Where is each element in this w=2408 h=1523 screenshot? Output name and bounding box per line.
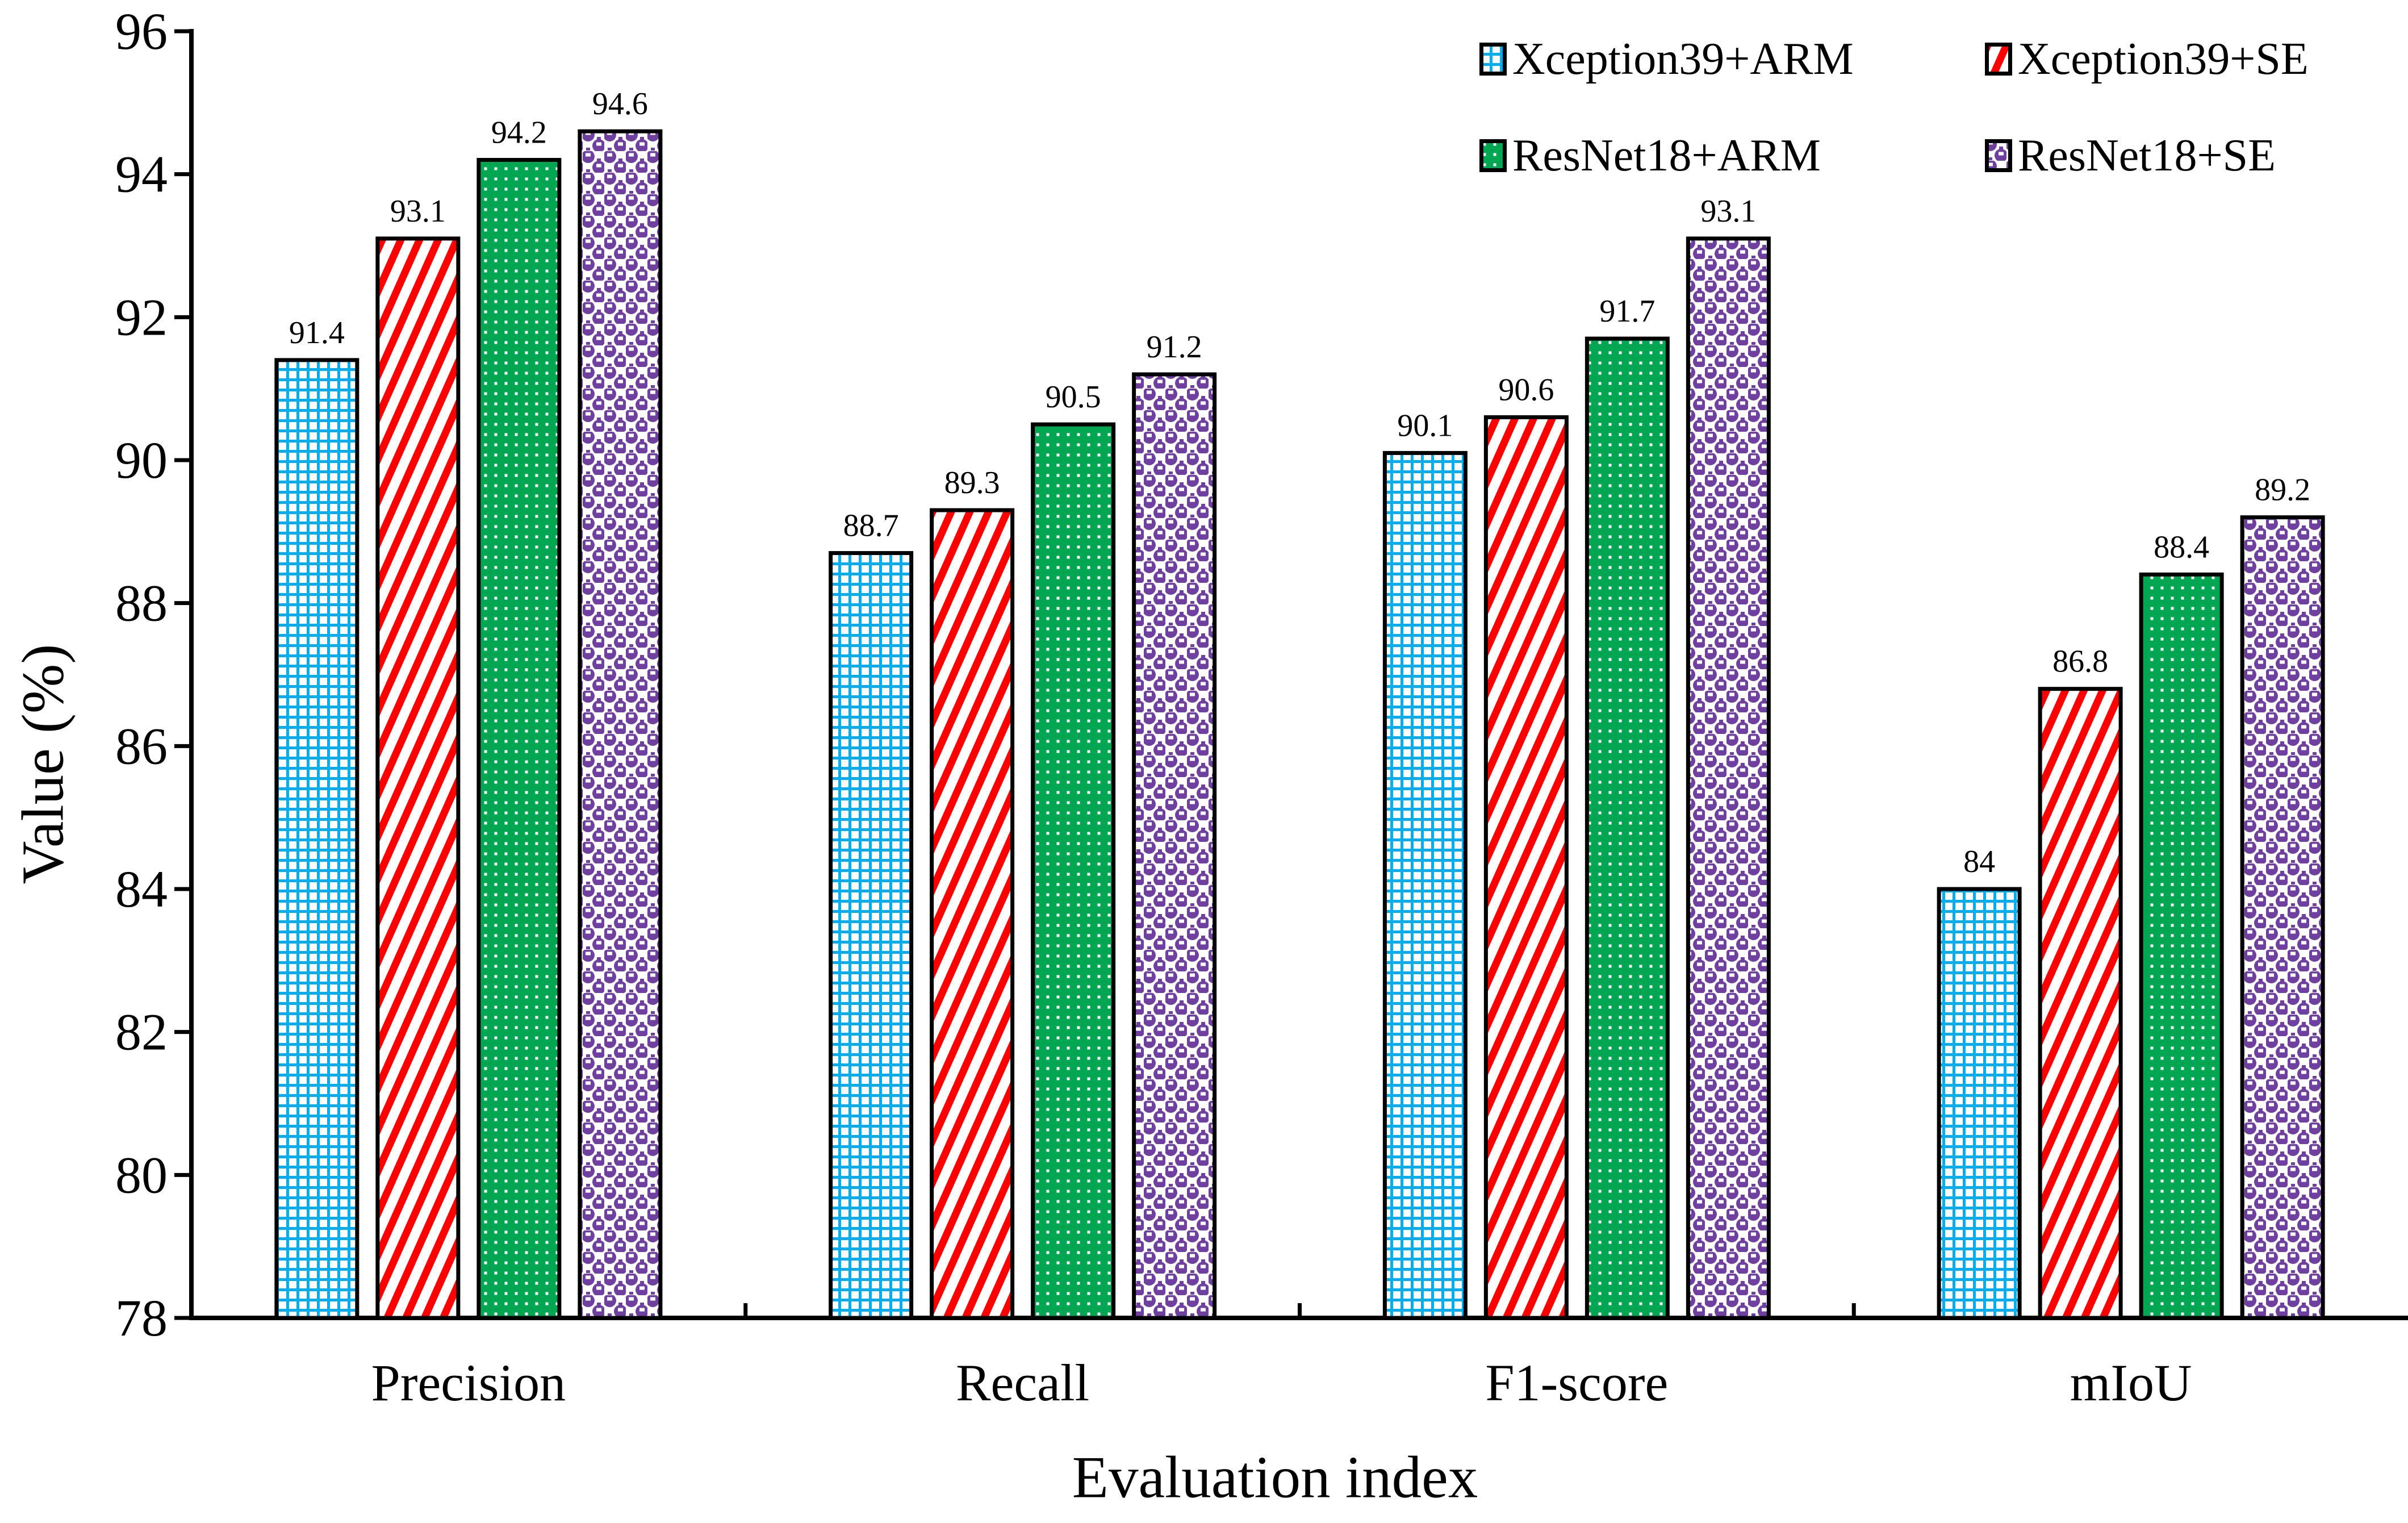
bar-value-label: 93.1 [390, 194, 446, 229]
bar [2240, 515, 2325, 1320]
bar [274, 358, 359, 1320]
bar-value-label: 88.7 [843, 508, 899, 544]
bar-value-label: 91.7 [1599, 294, 1655, 329]
bar-value-label: 86.8 [2052, 644, 2108, 679]
bar [930, 508, 1015, 1320]
category-label: F1-score [1485, 1354, 1668, 1412]
legend-swatch-icon [1479, 139, 1507, 172]
y-tick-label: 90 [115, 431, 168, 489]
x-axis-title: Evaluation index [1072, 1443, 1478, 1511]
bar-value-label: 89.2 [2255, 473, 2310, 508]
bar [1937, 887, 2022, 1320]
legend-item-resnet18-arm: ResNet18+ARM [1479, 124, 1985, 187]
y-tick-label: 94 [115, 145, 168, 203]
bar [2038, 687, 2123, 1320]
legend-label: Xception39+ARM [1512, 34, 1854, 84]
legend: Xception39+ARM Xception39+SE ResNet18+ARM R… [1479, 27, 2309, 187]
bar [578, 129, 663, 1320]
y-tick-label: 92 [115, 288, 168, 346]
y-tick-label: 86 [115, 717, 168, 775]
y-tick-label: 96 [115, 2, 168, 60]
category-label: Precision [371, 1354, 566, 1412]
y-tick-label: 82 [115, 1003, 168, 1061]
bar [2139, 572, 2224, 1320]
legend-swatch-icon [1479, 43, 1507, 76]
bar [1382, 450, 1468, 1320]
bar-value-label: 90.5 [1046, 379, 1101, 415]
bar-value-label: 88.4 [2154, 529, 2209, 565]
legend-label: ResNet18+ARM [1512, 130, 1821, 181]
legend-item-xception39-arm: Xception39+ARM [1479, 27, 1985, 91]
y-axis-title: Value (%) [9, 644, 76, 884]
bar-value-label: 84 [1963, 844, 1995, 879]
bar-value-label: 90.1 [1397, 408, 1453, 443]
bar [1483, 415, 1569, 1320]
bar-value-label: 89.3 [944, 465, 1000, 500]
bar-value-label: 90.6 [1498, 373, 1554, 408]
bar-value-label: 94.2 [491, 115, 547, 151]
bar-value-label: 94.6 [592, 86, 648, 122]
legend-label: ResNet18+SE [2018, 130, 2276, 181]
y-tick-label: 80 [115, 1146, 168, 1204]
legend-item-resnet18-se: ResNet18+SE [1985, 124, 2309, 187]
category-label: mIoU [2070, 1354, 2192, 1412]
legend-label: Xception39+SE [2018, 34, 2309, 84]
y-tick-label: 84 [115, 860, 168, 918]
category-label: Recall [956, 1354, 1089, 1412]
bar-value-label: 91.4 [289, 315, 345, 351]
bar [1585, 336, 1670, 1320]
bar [375, 236, 461, 1320]
bar-value-label: 93.1 [1700, 194, 1756, 229]
bar [1686, 236, 1771, 1320]
bar [829, 551, 914, 1320]
legend-swatch-icon [1985, 139, 2012, 172]
bar [1031, 422, 1116, 1320]
y-tick-label: 88 [115, 574, 168, 632]
legend-swatch-icon [1985, 43, 2012, 76]
bar [1132, 372, 1217, 1320]
bar [476, 158, 562, 1320]
y-tick-label: 78 [115, 1289, 168, 1347]
bar-value-label: 91.2 [1147, 329, 1202, 365]
legend-item-xception39-se: Xception39+SE [1985, 27, 2309, 91]
